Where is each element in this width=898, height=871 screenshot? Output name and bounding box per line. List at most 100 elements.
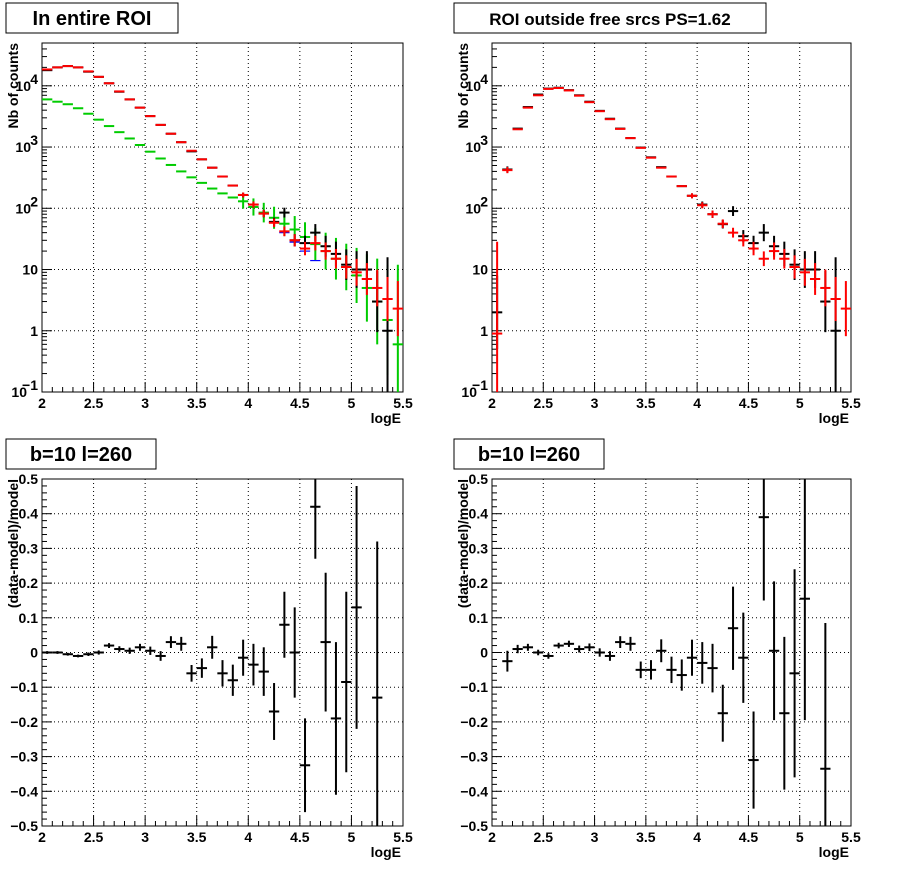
y-tick-label: 0 [30, 645, 38, 661]
x-tick-label: 4.5 [290, 395, 310, 411]
plot-frame [491, 478, 852, 827]
y-tick-exponent: 3 [480, 132, 488, 148]
y-tick-label: −0.1 [460, 679, 488, 695]
x-tick-label: 5 [796, 395, 804, 411]
y-tick-label: 0.1 [19, 610, 39, 626]
x-tick-label: 5.5 [841, 829, 861, 845]
chart-panel-4: 2 2.5 3 3.5 4 4.5 5 5.5 −0.5 −0.4 −0.3 −0.2 −0.1 0 0.1… [453, 438, 861, 860]
x-tick-label: 3.5 [636, 395, 656, 411]
y-tick-exponent: −1 [22, 377, 38, 393]
x-tick-label: 4.5 [739, 395, 759, 411]
x-tick-label: 5 [348, 395, 356, 411]
y-tick-label: −0.2 [460, 714, 488, 730]
y-tick-exponent: 3 [30, 132, 38, 148]
title-box [453, 438, 605, 470]
chart-panel-3: 2 2.5 3 3.5 4 4.5 5 5.5 −0.5 −0.4 −0.3 −0.2 −0.1 0 0.1… [5, 438, 413, 860]
plot-frame [491, 42, 852, 393]
y-tick-label: 0.3 [469, 540, 489, 556]
y-tick-label: −0.3 [10, 749, 38, 765]
y-tick-label: −0.4 [10, 783, 38, 799]
y-tick-label: 0.2 [469, 575, 489, 591]
y-tick-label: 1 [480, 323, 488, 339]
y-tick-label: 10 [461, 384, 477, 400]
chart-title: b=10 l=260 [478, 444, 580, 466]
x-tick-label: 4 [244, 395, 252, 411]
x-tick-label: 2 [38, 829, 46, 845]
y-tick-exponent: −1 [472, 377, 488, 393]
x-tick-label: 2 [488, 395, 496, 411]
y-tick-label: −0.1 [10, 679, 38, 695]
x-tick-label: 5.5 [393, 829, 413, 845]
y-tick-label: −0.5 [10, 818, 38, 834]
x-tick-label: 3 [141, 395, 149, 411]
x-tick-label: 5 [348, 829, 356, 845]
y-tick-label: 10 [15, 200, 31, 216]
series-1 [502, 479, 831, 826]
y-tick-label: −0.2 [10, 714, 38, 730]
chart-title: b=10 l=260 [30, 444, 132, 466]
y-tick-exponent: 4 [30, 71, 38, 87]
x-tick-label: 5 [796, 829, 804, 845]
x-axis-label: logE [371, 410, 401, 426]
y-tick-label: 10 [465, 200, 481, 216]
y-tick-label: −0.3 [460, 749, 488, 765]
x-tick-label: 4.5 [739, 829, 759, 845]
y-tick-label: 0.2 [19, 575, 39, 591]
series-2 [492, 87, 851, 392]
x-tick-label: 2 [38, 395, 46, 411]
x-tick-label: 3.5 [187, 829, 207, 845]
title-box [5, 2, 179, 34]
y-tick-exponent: 2 [480, 193, 488, 209]
x-tick-label: 5.5 [841, 395, 861, 411]
y-tick-label: 10 [465, 139, 481, 155]
x-tick-label: 3 [141, 829, 149, 845]
x-tick-label: 2 [488, 829, 496, 845]
x-tick-label: 3.5 [187, 395, 207, 411]
y-tick-label: 10 [472, 262, 488, 278]
y-tick-label: 0.5 [19, 471, 39, 487]
chart-title: ROI outside free srcs PS=1.62 [489, 10, 730, 29]
y-axis-label: (data-model)/model [5, 479, 21, 608]
x-axis-label: logE [371, 844, 401, 860]
y-tick-label: 10 [15, 78, 31, 94]
x-tick-label: 3.5 [636, 829, 656, 845]
y-tick-label: 0.4 [469, 506, 489, 522]
y-tick-label: 10 [22, 262, 38, 278]
x-tick-label: 3 [591, 829, 599, 845]
title-box [453, 2, 767, 34]
y-tick-label: 0.1 [469, 610, 489, 626]
y-axis-label: Nb of counts [5, 43, 21, 129]
series-4 [42, 65, 403, 337]
y-tick-label: 0.5 [469, 471, 489, 487]
x-tick-label: 4 [693, 829, 701, 845]
y-axis-label: (data-model)/model [455, 479, 471, 608]
x-tick-label: 2.5 [534, 829, 554, 845]
x-axis-label: logE [819, 410, 849, 426]
x-tick-label: 2.5 [84, 395, 104, 411]
y-tick-label: −0.4 [460, 783, 488, 799]
x-tick-label: 2.5 [84, 829, 104, 845]
y-tick-label: 10 [11, 384, 27, 400]
title-box [5, 438, 157, 470]
x-tick-label: 4.5 [290, 829, 310, 845]
y-tick-label: 0.3 [19, 540, 39, 556]
y-tick-label: 10 [465, 78, 481, 94]
x-tick-label: 4 [244, 829, 252, 845]
y-tick-label: 10 [15, 139, 31, 155]
series-1 [42, 479, 383, 826]
y-tick-exponent: 2 [30, 193, 38, 209]
y-tick-label: 1 [30, 323, 38, 339]
x-tick-label: 4 [693, 395, 701, 411]
y-tick-label: 0.4 [19, 506, 39, 522]
y-tick-exponent: 4 [480, 71, 488, 87]
y-tick-label: −0.5 [460, 818, 488, 834]
plot-frame [41, 42, 404, 393]
x-axis-label: logE [819, 844, 849, 860]
y-axis-label: Nb of counts [455, 43, 471, 129]
x-tick-label: 2.5 [534, 395, 554, 411]
x-tick-label: 3 [591, 395, 599, 411]
x-tick-label: 5.5 [393, 395, 413, 411]
